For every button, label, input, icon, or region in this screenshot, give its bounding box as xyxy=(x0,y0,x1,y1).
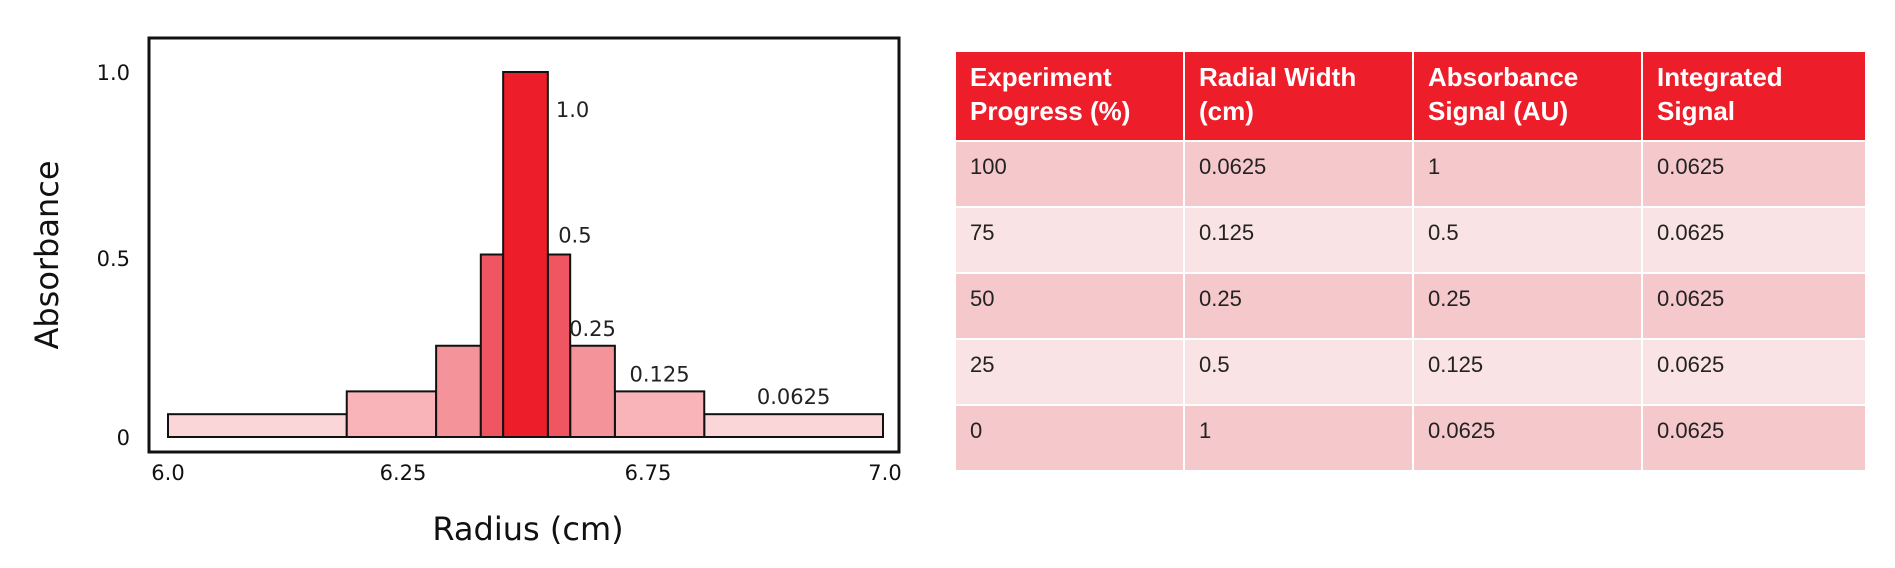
histogram-bar xyxy=(546,253,572,438)
bar-labels-layer: 0.0625 0.125 0.25 0.5 1.0 xyxy=(556,98,831,409)
y-tick-label: 1.0 xyxy=(97,61,130,85)
histogram-bar xyxy=(613,390,706,438)
table-row: 50 0.25 0.25 0.0625 xyxy=(954,272,1867,340)
table-cell: 0.0625 xyxy=(1641,338,1867,406)
table-cell: 0.0625 xyxy=(1641,272,1867,340)
histogram-bar xyxy=(345,390,438,438)
histogram-bar xyxy=(569,344,616,438)
x-tick-label: 6.0 xyxy=(151,461,184,485)
table-cell: 75 xyxy=(954,206,1185,274)
data-table: Experiment Progress (%) Radial Width (cm… xyxy=(954,50,1867,472)
bar-value-label: 1.0 xyxy=(556,98,589,122)
table-cell: 0.0625 xyxy=(1641,206,1867,274)
bar-value-label: 0.125 xyxy=(630,362,690,386)
table-cell: 0.25 xyxy=(1412,272,1643,340)
x-tick-label: 6.75 xyxy=(625,461,672,485)
table-cell: 0.0625 xyxy=(1183,140,1414,208)
table-cell: 0.5 xyxy=(1412,206,1643,274)
table-cell: 0.25 xyxy=(1183,272,1414,340)
y-tick-labels: 0 0.5 1.0 xyxy=(97,61,130,450)
table-cell: 0.0625 xyxy=(1412,404,1643,472)
table-row: 25 0.5 0.125 0.0625 xyxy=(954,338,1867,406)
y-tick-label: 0 xyxy=(117,426,130,450)
bar-value-label: 0.25 xyxy=(569,317,616,341)
x-tick-label: 7.0 xyxy=(868,461,901,485)
histogram-bar xyxy=(167,413,348,438)
table-cell: 50 xyxy=(954,272,1185,340)
column-header: Integrated Signal xyxy=(1641,50,1867,142)
table-cell: 0.5 xyxy=(1183,338,1414,406)
histogram-bar xyxy=(703,413,884,438)
table-header-row: Experiment Progress (%) Radial Width (cm… xyxy=(954,50,1867,142)
histogram-bar xyxy=(502,71,549,438)
histogram-bar xyxy=(435,344,482,438)
y-tick-label: 0.5 xyxy=(97,247,130,271)
table-cell: 1 xyxy=(1412,140,1643,208)
bar-value-label: 0.5 xyxy=(558,224,591,248)
column-header: Radial Width (cm) xyxy=(1183,50,1414,142)
bars-layer xyxy=(167,71,884,438)
x-axis-title: Radius (cm) xyxy=(432,510,623,548)
x-tick-label: 6.25 xyxy=(380,461,427,485)
table-row: 0 1 0.0625 0.0625 xyxy=(954,404,1867,472)
table-cell: 0.0625 xyxy=(1641,140,1867,208)
chart-svg: 0.0625 0.125 0.25 0.5 1.0 6.0 6.25 6.75 7.0 0 0.… xyxy=(28,36,902,548)
table-row: 100 0.0625 1 0.0625 xyxy=(954,140,1867,208)
table-cell: 0.125 xyxy=(1183,206,1414,274)
table-cell: 100 xyxy=(954,140,1185,208)
table-cell: 0 xyxy=(954,404,1185,472)
table-row: 75 0.125 0.5 0.0625 xyxy=(954,206,1867,274)
bar-value-label: 0.0625 xyxy=(757,385,830,409)
absorbance-histogram: 0.0625 0.125 0.25 0.5 1.0 6.0 6.25 6.75 7.0 0 0.… xyxy=(0,0,930,568)
column-header: Absorbance Signal (AU) xyxy=(1412,50,1643,142)
column-header: Experiment Progress (%) xyxy=(954,50,1185,142)
y-axis-title: Absorbance xyxy=(28,160,66,349)
table-cell: 0.125 xyxy=(1412,338,1643,406)
x-tick-labels: 6.0 6.25 6.75 7.0 xyxy=(151,461,901,485)
histogram-bar xyxy=(479,253,505,438)
table-cell: 25 xyxy=(954,338,1185,406)
table-cell: 0.0625 xyxy=(1641,404,1867,472)
table-cell: 1 xyxy=(1183,404,1414,472)
